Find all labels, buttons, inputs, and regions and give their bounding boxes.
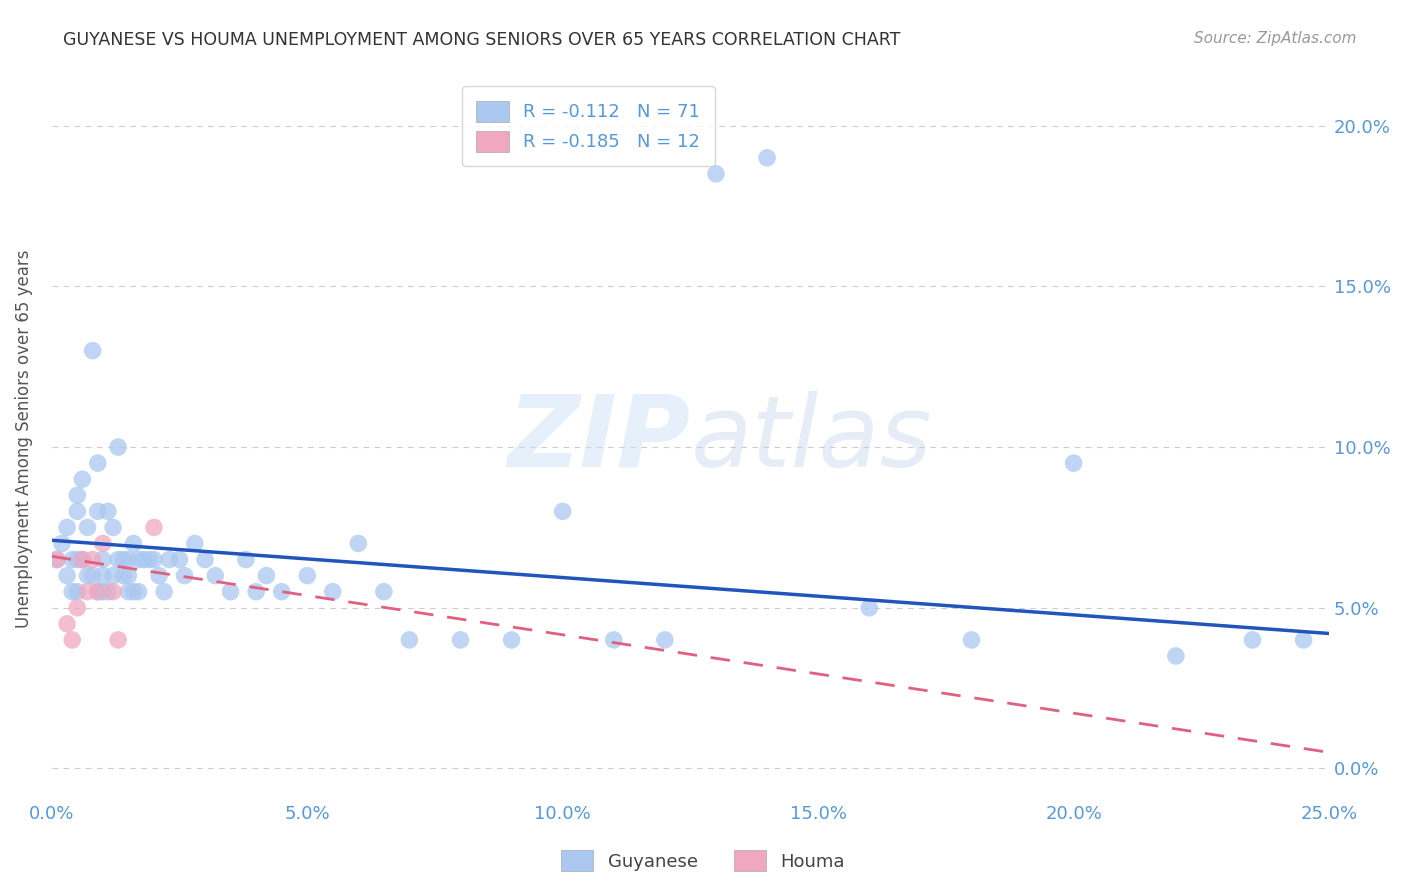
Point (654, 632, 676, 647)
Point (101, 520, 124, 534)
Point (1164, 648, 1187, 663)
Point (322, 584, 344, 599)
Point (1063, 456, 1085, 470)
Point (138, 552, 160, 566)
Point (45, 552, 67, 566)
Point (51, 536, 73, 550)
Point (858, 600, 880, 615)
Point (45, 552, 67, 566)
Point (91, 584, 114, 599)
Point (82, 552, 104, 566)
Point (450, 632, 472, 647)
Point (60, 584, 83, 599)
Legend: Guyanese, Houma: Guyanese, Houma (554, 843, 852, 879)
Point (128, 584, 150, 599)
Point (219, 584, 242, 599)
Text: atlas: atlas (690, 391, 932, 488)
Point (87, 456, 110, 470)
Point (56, 568, 79, 582)
Point (66, 584, 89, 599)
Point (97, 584, 120, 599)
Point (756, 151, 779, 165)
Text: Source: ZipAtlas.com: Source: ZipAtlas.com (1194, 31, 1357, 46)
Point (169, 552, 191, 566)
Point (87, 584, 110, 599)
Point (1292, 632, 1315, 647)
Point (107, 440, 129, 454)
Point (60, 552, 83, 566)
Point (101, 568, 124, 582)
Point (101, 584, 124, 599)
Point (66, 488, 89, 502)
Point (501, 632, 523, 647)
Text: GUYANESE VS HOUMA UNEMPLOYMENT AMONG SENIORS OVER 65 YEARS CORRELATION CHART: GUYANESE VS HOUMA UNEMPLOYMENT AMONG SEN… (63, 31, 901, 49)
Point (66, 504, 89, 518)
Point (204, 568, 226, 582)
Point (66, 600, 89, 615)
Point (551, 504, 574, 518)
Point (398, 632, 420, 647)
Point (132, 552, 155, 566)
Point (76, 584, 98, 599)
Point (91, 568, 114, 582)
Point (960, 632, 983, 647)
Point (82, 568, 104, 582)
Text: ZIP: ZIP (508, 391, 690, 488)
Point (60, 632, 83, 647)
Point (245, 584, 267, 599)
Point (112, 552, 135, 566)
Point (254, 568, 277, 582)
Point (117, 568, 139, 582)
Point (142, 520, 165, 534)
Point (112, 568, 135, 582)
Point (117, 552, 139, 566)
Point (235, 552, 257, 566)
Point (297, 568, 319, 582)
Point (347, 536, 370, 550)
Legend: R = -0.112   N = 71, R = -0.185   N = 12: R = -0.112 N = 71, R = -0.185 N = 12 (463, 87, 714, 166)
Point (87, 504, 110, 518)
Point (153, 584, 176, 599)
Point (148, 568, 170, 582)
Point (76, 520, 98, 534)
Point (91, 552, 114, 566)
Point (97, 504, 120, 518)
Point (173, 568, 195, 582)
Point (87, 584, 110, 599)
Point (107, 552, 129, 566)
Point (184, 536, 207, 550)
Point (603, 632, 626, 647)
Point (128, 552, 150, 566)
Point (91, 536, 114, 550)
Point (107, 632, 129, 647)
Point (72, 472, 94, 486)
Point (82, 343, 104, 358)
Point (66, 552, 89, 566)
Point (157, 552, 180, 566)
Point (373, 584, 395, 599)
Point (142, 552, 165, 566)
Point (56, 520, 79, 534)
Point (56, 616, 79, 631)
Point (76, 568, 98, 582)
Point (122, 536, 145, 550)
Point (270, 584, 292, 599)
Point (117, 584, 139, 599)
Point (72, 552, 94, 566)
Point (122, 584, 145, 599)
Point (72, 552, 94, 566)
Point (194, 552, 217, 566)
Y-axis label: Unemployment Among Seniors over 65 years: Unemployment Among Seniors over 65 years (15, 250, 32, 628)
Point (704, 167, 727, 181)
Point (1241, 632, 1264, 647)
